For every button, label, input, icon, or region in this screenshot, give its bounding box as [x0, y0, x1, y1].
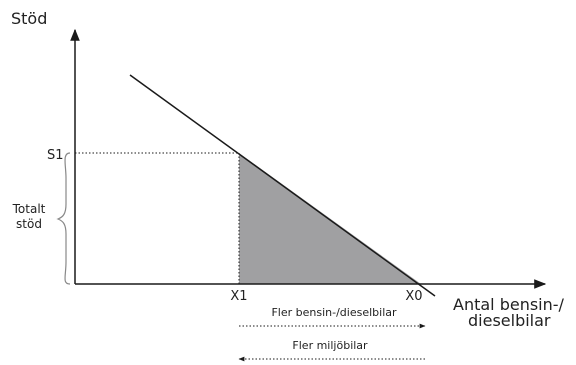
arrow-more-eco-cars-label: Fler miljöbilar: [292, 339, 368, 352]
x1-label: X1: [230, 289, 247, 304]
demand-line: [129, 74, 436, 297]
x-axis-label-line2: dieselbilar: [468, 311, 551, 330]
total-support-brace: [56, 152, 71, 285]
y-axis-label: Stöd: [11, 9, 47, 28]
s1-label: S1: [47, 148, 64, 163]
x-axis-label-line1: Antal bensin-/: [453, 295, 565, 314]
brace-label-line2: stöd: [16, 217, 42, 231]
arrow-more-petrol-diesel-label: Fler bensin-/dieselbilar: [271, 306, 397, 319]
x0-label: X0: [405, 289, 422, 304]
brace-label-line1: Totalt: [12, 202, 46, 216]
shaded-support-area: [239, 153, 421, 284]
